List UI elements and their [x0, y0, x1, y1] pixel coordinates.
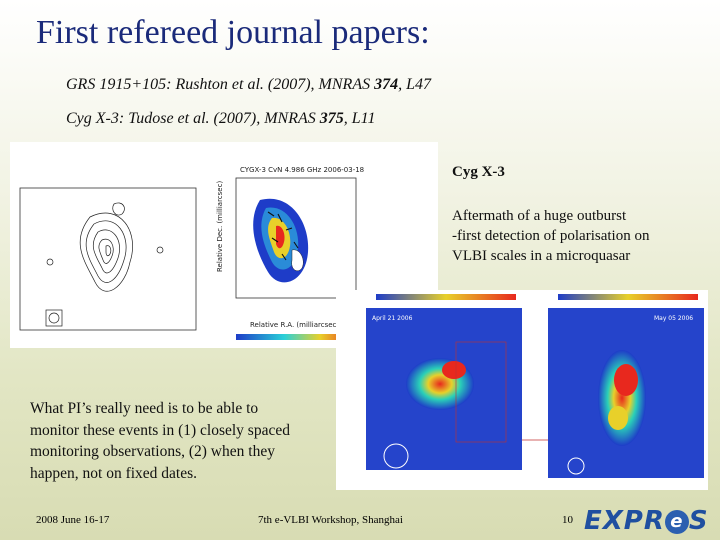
panel3-date: May 05 2006: [654, 315, 693, 322]
logo-e-icon: e: [664, 510, 689, 534]
ref-volume: 375: [319, 110, 344, 127]
aftermath-line: -first detection of polarisation on: [452, 228, 650, 244]
ref-volume: 374: [374, 76, 399, 93]
reference-grs1915: GRS 1915+105: Rushton et al. (2007), MNR…: [66, 76, 431, 94]
aftermath-line: VLBI scales in a microquasar: [452, 248, 631, 264]
ref-text: GRS 1915+105: Rushton et al. (2007), MNR…: [66, 76, 375, 93]
footer-event: 7th e-VLBI Workshop, Shanghai: [258, 514, 403, 526]
panel1-title: CYGX-3 CvN 4.986 GHz 2006-03-18: [240, 166, 364, 174]
ref-tail: , L47: [398, 76, 431, 93]
aftermath-text: Aftermath of a huge outburst -first dete…: [452, 206, 714, 266]
footer-date: 2008 June 16-17: [36, 514, 110, 526]
cyg-x3-label: Cyg X-3: [452, 164, 505, 180]
ref-tail: , L11: [343, 110, 376, 127]
pi-line: What PI’s really need is to be able to: [30, 400, 259, 417]
reference-cygx3: Cyg X-3: Tudose et al. (2007), MNRAS 375…: [66, 110, 375, 128]
panel2-date: April 21 2006: [372, 315, 413, 322]
panel1-axis-label: Relative R.A. (milliarcsec): [250, 321, 339, 329]
pi-text: What PI’s really need is to be able to m…: [30, 398, 340, 484]
logo-left-text: EXPR: [584, 506, 665, 536]
pi-line: monitor these events in (1) closely spac…: [30, 421, 290, 439]
pi-line: happen, not on fixed dates.: [30, 464, 198, 482]
page-number: 10: [562, 514, 573, 526]
panel1-yaxis-label: Relative Dec. (milliarcsec): [216, 181, 224, 272]
contour-map-panel: CYGX-3 CvN 4.986 GHz 2006-03-18 Relative…: [10, 142, 438, 348]
contour-map-figure: CYGX-3 CvN 4.986 GHz 2006-03-18 Relative…: [19, 166, 364, 340]
ref-text: Cyg X-3: Tudose et al. (2007), MNRAS: [66, 110, 320, 127]
slide-title: First refereed journal papers:: [36, 14, 430, 51]
aftermath-line: Aftermath of a huge outburst: [452, 208, 627, 224]
logo-right-text: S: [688, 506, 709, 536]
express-logo: EXPR e S: [584, 506, 709, 536]
color-map-panel: April 21 2006 May 05 2006: [336, 290, 708, 490]
color-map-figure: April 21 2006 May 05 2006: [366, 294, 704, 478]
pi-line: monitoring observations, (2) when they: [30, 443, 275, 460]
